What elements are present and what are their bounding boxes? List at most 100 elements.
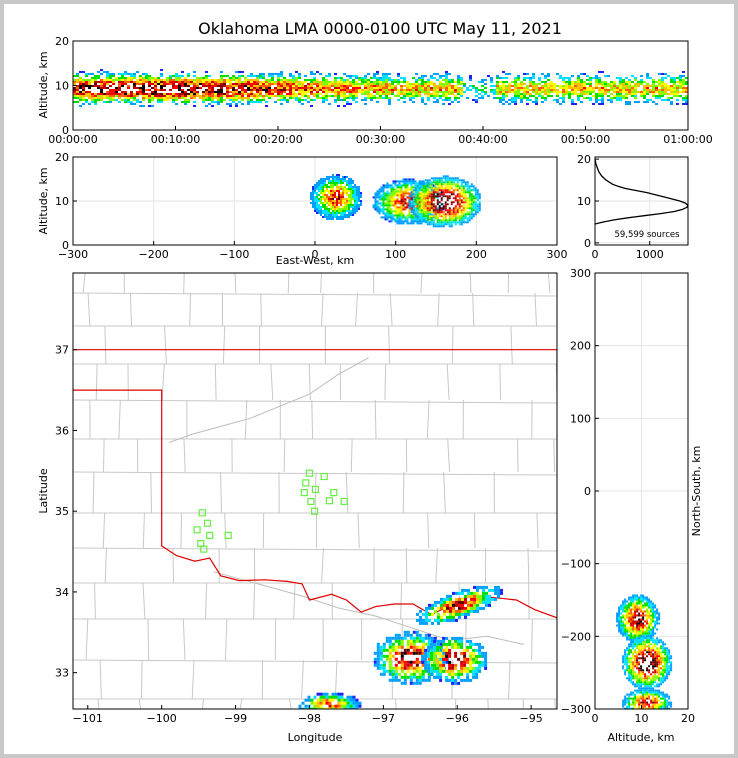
time-height-cell	[256, 75, 259, 77]
ew-altitude-cell	[424, 179, 427, 182]
time-height-cell	[349, 97, 352, 99]
time-height-cell	[172, 81, 175, 83]
time-height-cell	[298, 91, 301, 93]
ew-altitude-cell	[376, 194, 379, 197]
plan-view-cell	[464, 597, 467, 601]
ew-altitude-cell	[348, 200, 350, 202]
time-height-cell	[682, 85, 685, 87]
time-height-cell	[79, 105, 82, 107]
time-height-cell	[253, 95, 256, 97]
time-height-cell	[577, 89, 580, 91]
ew-altitude-cell	[322, 198, 324, 200]
plan-view-cell	[319, 695, 323, 699]
time-height-cell	[85, 91, 88, 93]
ew-altitude-cell	[402, 192, 405, 195]
ew-altitude-cell	[386, 184, 389, 187]
ew-altitude-cell	[460, 191, 463, 194]
time-height-cell	[289, 95, 292, 97]
plan-view-cell	[433, 663, 437, 667]
time-height-cell	[178, 75, 181, 77]
time-height-cell	[382, 73, 385, 75]
ew-altitude-cell	[428, 217, 431, 220]
ew-altitude-cell	[340, 208, 342, 210]
plan-view-cell	[470, 600, 473, 604]
ew-altitude-cell	[334, 212, 336, 214]
plan-view-cell	[482, 585, 485, 589]
plan-view-cell	[415, 678, 419, 682]
ew-altitude-cell	[348, 188, 350, 190]
time-height-cell	[457, 91, 460, 93]
plan-view-cell	[448, 666, 452, 670]
time-height-cell	[547, 95, 550, 97]
plan-view-cell	[376, 648, 380, 652]
time-height-cell	[232, 95, 235, 97]
ew-altitude-cell	[426, 215, 429, 218]
time-height-cell	[484, 83, 487, 85]
time-height-cell	[121, 99, 124, 101]
time-height-cell	[343, 93, 346, 95]
time-height-cell	[334, 83, 337, 85]
time-height-cell	[139, 75, 142, 77]
time-height-cell	[295, 85, 298, 87]
time-height-cell	[247, 99, 250, 101]
plan-view-cell	[334, 692, 338, 696]
time-height-cell	[127, 87, 130, 89]
time-height-cell	[163, 93, 166, 95]
time-height-cell	[184, 79, 187, 81]
county-line	[104, 325, 107, 365]
time-height-cell	[175, 75, 178, 77]
ew-altitude-cell	[436, 213, 439, 216]
plan-view-cell	[452, 591, 455, 595]
time-height-cell	[145, 93, 148, 95]
time-height-cell	[229, 79, 232, 81]
ew-altitude-cell	[394, 188, 397, 191]
time-height-cell	[610, 83, 613, 85]
altitude-ns-cell	[636, 614, 639, 617]
time-height-cell	[232, 85, 235, 87]
plan-view-cell	[304, 707, 308, 709]
ew-altitude-cell	[432, 199, 435, 202]
time-height-cell	[112, 97, 115, 99]
ew-altitude-cell	[444, 217, 447, 220]
time-height-cell	[652, 91, 655, 93]
time-height-cell	[274, 89, 277, 91]
plan-view-cell	[436, 666, 440, 670]
ew-altitude-cell	[394, 204, 397, 207]
plan-view-cell	[355, 701, 359, 705]
time-height-cell	[523, 83, 526, 85]
time-height-cell	[679, 87, 682, 89]
time-height-cell	[205, 105, 208, 107]
time-height-cell	[292, 75, 295, 77]
county-line	[94, 582, 96, 620]
plan-view-cell	[385, 648, 389, 652]
time-height-cell	[331, 89, 334, 91]
ew-altitude-cell	[478, 203, 481, 206]
plan-view-cell	[331, 698, 335, 702]
time-height-cell	[406, 95, 409, 97]
ew-altitude-cell	[440, 181, 443, 184]
county-line	[384, 363, 387, 401]
plan-view-cell	[412, 675, 416, 679]
ew-altitude-cell	[412, 190, 415, 193]
plan-view-cell	[472, 654, 476, 658]
time-height-cell	[556, 85, 559, 87]
altitude-ns-cell	[632, 594, 635, 597]
ew-altitude-cell	[470, 201, 473, 204]
plan-view-cell	[310, 698, 314, 702]
altitude-ns-cell	[634, 636, 637, 639]
altitude-ns-cell	[630, 614, 633, 617]
ew-altitude-cell	[428, 181, 431, 184]
ew-altitude-cell	[446, 189, 449, 192]
time-height-cell	[532, 85, 535, 87]
time-height-cell	[526, 99, 529, 101]
time-height-cell	[280, 85, 283, 87]
time-height-cell	[553, 85, 556, 87]
time-height-cell	[334, 95, 337, 97]
ew-altitude-cell	[410, 209, 413, 212]
time-height-cell	[238, 91, 241, 93]
time-height-cell	[340, 99, 343, 101]
ew-altitude-cell	[412, 205, 415, 208]
ew-altitude-cell	[386, 186, 389, 189]
ew-altitude-cell	[386, 190, 389, 193]
plan-view-cell	[400, 642, 404, 646]
